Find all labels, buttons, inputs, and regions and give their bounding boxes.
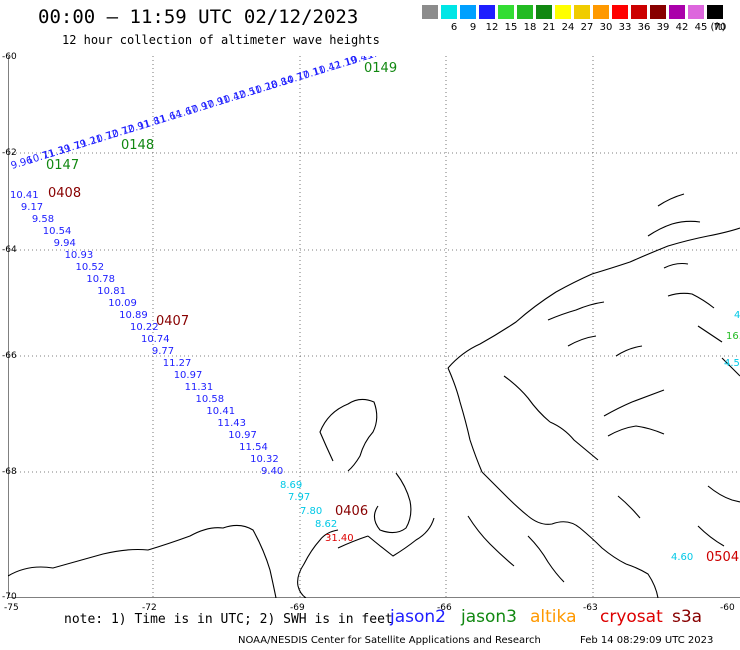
colorbar-tick-label: 45 bbox=[694, 22, 708, 33]
swh-value-label: 10.22 bbox=[130, 322, 159, 333]
legend-altika: altika bbox=[530, 607, 577, 627]
swh-value-label: 10.81 bbox=[97, 286, 126, 297]
swh-value-label: 10.89 bbox=[119, 310, 148, 321]
legend-s3a: s3a bbox=[672, 607, 703, 627]
lat-label-66: -66 bbox=[2, 351, 17, 361]
swh-value-label: 9.40 bbox=[261, 466, 283, 477]
colorbar-swatch-6 bbox=[441, 5, 457, 19]
swh-value-label: 10.97 bbox=[228, 430, 257, 441]
swh-value-label: 8.69 bbox=[280, 480, 302, 491]
colorbar-swatch-42 bbox=[669, 5, 685, 19]
swh-value-label: 16. bbox=[726, 331, 740, 342]
swh-value-label: 10.41 bbox=[10, 190, 39, 201]
colorbar-tick-label: 9 bbox=[469, 22, 477, 33]
swh-value-label: 10.54 bbox=[43, 226, 72, 237]
swh-value-label: 11.27 bbox=[163, 358, 192, 369]
swh-value-label: 10.52 bbox=[75, 262, 104, 273]
timestamp-text: Feb 14 08:29:09 UTC 2023 bbox=[580, 635, 714, 646]
legend-jason2: jason2 bbox=[390, 607, 446, 627]
swh-value-label: 9.94 bbox=[54, 238, 76, 249]
swh-value-label: 10.78 bbox=[86, 274, 115, 285]
colorbar-tick-label: 12 bbox=[485, 22, 499, 33]
colorbar-swatch-30 bbox=[593, 5, 609, 19]
colorbar-swatch-18 bbox=[517, 5, 533, 19]
lon-label-60: -60 bbox=[720, 603, 735, 613]
swh-value-label: 9.77 bbox=[152, 346, 174, 357]
colorbar-tick-label: 21 bbox=[542, 22, 556, 33]
swh-value-label: 10.74 bbox=[141, 334, 170, 345]
lon-label-63: -63 bbox=[583, 603, 598, 613]
colorbar-tick-label: 24 bbox=[561, 22, 575, 33]
legend-jason3: jason3 bbox=[461, 607, 517, 627]
colorbar-swatch-27 bbox=[574, 5, 590, 19]
swh-value-label: 10.41 bbox=[206, 406, 235, 417]
track-time-label: 0148 bbox=[121, 138, 154, 153]
swh-value-label: 4.5 bbox=[724, 358, 740, 369]
colorbar-swatch-70 bbox=[707, 5, 723, 19]
lon-label-66: -66 bbox=[437, 603, 452, 613]
swh-value-label: 8.62 bbox=[315, 519, 337, 530]
legend-cryosat: cryosat bbox=[600, 607, 663, 627]
coastline bbox=[8, 193, 740, 598]
lat-label-64: -64 bbox=[2, 245, 17, 255]
lat-label-62: -62 bbox=[2, 148, 17, 158]
colorbar-tick-label: 30 bbox=[599, 22, 613, 33]
lon-label-69: -69 bbox=[290, 603, 305, 613]
swh-value-label: 7.97 bbox=[288, 492, 310, 503]
track-time-label: 0407 bbox=[156, 314, 189, 329]
map-subtitle: 12 hour collection of altimeter wave hei… bbox=[62, 33, 380, 47]
colorbar-swatch-21 bbox=[536, 5, 552, 19]
colorbar-tick-label: 70 bbox=[713, 22, 727, 33]
swh-value-label: 10.58 bbox=[196, 394, 225, 405]
track-labels: 9.9610.7111.3911.7911.2110.7210.7210.911… bbox=[10, 56, 740, 565]
swh-value-label: 4.60 bbox=[671, 552, 693, 563]
track-time-label: 0149 bbox=[364, 61, 397, 76]
swh-value-label: 11.54 bbox=[239, 442, 268, 453]
altimeter-map: 9.9610.7111.3911.7911.2110.7210.7210.911… bbox=[8, 56, 740, 598]
credit-text: NOAA/NESDIS Center for Satellite Applica… bbox=[238, 635, 541, 646]
colorbar-swatch-33 bbox=[612, 5, 628, 19]
lat-label-68: -68 bbox=[2, 467, 17, 477]
swh-value-label: 9.58 bbox=[32, 214, 54, 225]
track-time-label: 0406 bbox=[335, 504, 368, 519]
lon-label-75: -75 bbox=[4, 603, 19, 613]
colorbar-tick-label: 6 bbox=[450, 22, 458, 33]
swh-value-label: 4 bbox=[734, 310, 740, 321]
colorbar-swatch-9 bbox=[460, 5, 476, 19]
swh-value-label: 10.93 bbox=[65, 250, 94, 261]
colorbar-tick-label: 18 bbox=[523, 22, 537, 33]
lat-label-60: -60 bbox=[2, 52, 17, 62]
colorbar-tick-label: 36 bbox=[637, 22, 651, 33]
track-time-label: 0408 bbox=[48, 186, 81, 201]
colorbar-swatch-36 bbox=[631, 5, 647, 19]
swh-value-label: 11.43 bbox=[217, 418, 246, 429]
colorbar-tick-label: 15 bbox=[504, 22, 518, 33]
colorbar-swatch-45 bbox=[688, 5, 704, 19]
swh-value-label: 10.32 bbox=[250, 454, 279, 465]
colorbar-tick-label: 39 bbox=[656, 22, 670, 33]
colorbar-swatch-15 bbox=[498, 5, 514, 19]
swh-value-label: 11.31 bbox=[185, 382, 214, 393]
colorbar-tick-label: 33 bbox=[618, 22, 632, 33]
lat-label-70: -70 bbox=[2, 592, 17, 602]
swh-value-label: 10.09 bbox=[108, 298, 137, 309]
track-time-label: 0504 bbox=[706, 550, 739, 565]
colorbar-unit-label: (ft) bbox=[710, 22, 726, 33]
swh-value-label: 11.38 bbox=[360, 56, 391, 64]
lon-label-72: -72 bbox=[142, 603, 157, 613]
colorbar-swatch-12 bbox=[479, 5, 495, 19]
colorbar-swatch-3 bbox=[422, 5, 438, 19]
colorbar-tick-label: 27 bbox=[580, 22, 594, 33]
swh-value-label: 7.80 bbox=[300, 506, 322, 517]
map-title: 00:00 – 11:59 UTC 02/12/2023 bbox=[38, 6, 359, 28]
swh-value-label: 10.97 bbox=[174, 370, 203, 381]
swh-value-label: 11.94 bbox=[376, 56, 407, 59]
colorbar-swatch-39 bbox=[650, 5, 666, 19]
track-time-label: 0147 bbox=[46, 158, 79, 173]
footer-note: note: 1) Time is in UTC; 2) SWH is in fe… bbox=[64, 612, 393, 627]
colorbar-swatch-24 bbox=[555, 5, 571, 19]
colorbar-tick-label: 42 bbox=[675, 22, 689, 33]
swh-value-label: 9.17 bbox=[21, 202, 43, 213]
swh-value-label: 31.40 bbox=[325, 533, 354, 544]
